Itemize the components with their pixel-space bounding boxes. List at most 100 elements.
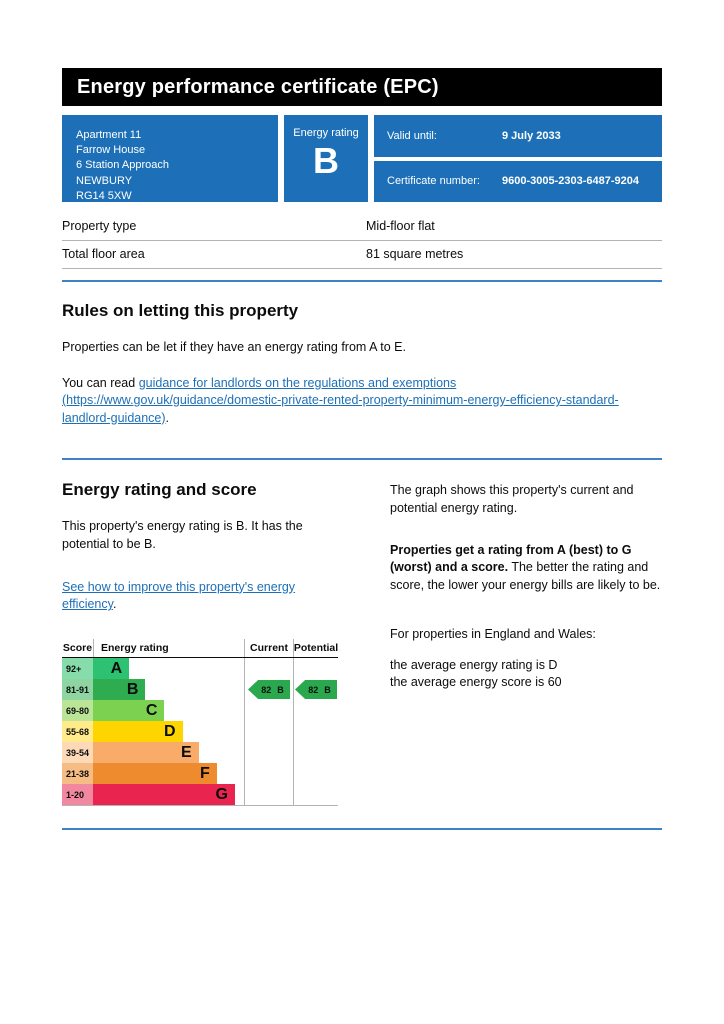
- potential-score-value: 82: [308, 684, 319, 695]
- table-row: Total floor area 81 square metres: [62, 241, 662, 269]
- epc-band-cell: G: [93, 784, 244, 805]
- landlord-guidance-link[interactable]: guidance for landlords on the regulation…: [62, 375, 619, 425]
- epc-chart: Score Energy rating Current Potential 92…: [62, 639, 338, 806]
- improve-paragraph: See how to improve this property's energ…: [62, 579, 345, 615]
- national-averages: the average energy rating is D the avera…: [390, 657, 662, 693]
- current-score-value: 82: [261, 684, 272, 695]
- epc-potential-cell: [293, 742, 338, 763]
- page-title: Energy performance certificate (EPC): [77, 75, 439, 98]
- valid-until-value: 9 July 2033: [502, 129, 561, 142]
- rating-explain-bold: Properties get a rating from A (best) to…: [390, 542, 632, 575]
- current-band-letter: B: [277, 684, 284, 695]
- rating-explain-rest: The better the rating and score, the low…: [390, 560, 661, 592]
- chart-header-potential: Potential: [293, 639, 338, 657]
- epc-score-range: 21-38: [62, 763, 93, 784]
- epc-score-range: 1-20: [62, 784, 93, 805]
- section-divider: [62, 458, 662, 460]
- improve-efficiency-link[interactable]: See how to improve this property's energ…: [62, 579, 296, 612]
- improve-suffix: .: [112, 597, 117, 612]
- epc-score-range: 92+: [62, 658, 93, 679]
- address-line-1: Apartment 11: [76, 129, 142, 141]
- epc-band-row-a: 92+ A: [62, 658, 338, 679]
- valid-until-row: Valid until: 9 July 2033: [374, 115, 662, 157]
- epc-current-cell: [244, 721, 293, 742]
- average-score-line: the average energy score is 60: [390, 675, 562, 690]
- energy-rating-letter: B: [313, 140, 339, 181]
- potential-rating-arrow: 82 B: [295, 680, 337, 699]
- energy-rating-label: Energy rating: [293, 127, 359, 139]
- rating-left-column: Energy rating and score This property's …: [62, 460, 345, 806]
- epc-band-cell: F: [93, 763, 244, 784]
- guidance-prefix: You can read: [62, 375, 139, 390]
- section-divider: [62, 828, 662, 830]
- epc-current-cell: [244, 742, 293, 763]
- chart-header-rating: Energy rating: [93, 639, 244, 657]
- rules-heading: Rules on letting this property: [62, 301, 299, 320]
- rating-summary-text: This property's energy rating is B. It h…: [62, 519, 303, 551]
- epc-potential-cell: [293, 763, 338, 784]
- floor-area-label: Total floor area: [62, 247, 145, 261]
- epc-current-cell: [244, 784, 293, 805]
- epc-band-row-e: 39-54 E: [62, 742, 338, 763]
- address-line-4: NEWBURY: [76, 174, 133, 187]
- epc-band-row-d: 55-68 D: [62, 721, 338, 742]
- certificate-number-row: Certificate number: 9600-3005-2303-6487-…: [374, 160, 662, 202]
- section-divider: [62, 280, 662, 282]
- epc-band-bar-a: A: [93, 658, 130, 679]
- epc-band-bar-f: F: [93, 763, 217, 784]
- epc-band-cell: C: [93, 700, 244, 721]
- epc-score-range: 55-68: [62, 721, 93, 742]
- epc-band-bar-e: E: [93, 742, 199, 763]
- epc-band-bar-d: D: [93, 721, 183, 742]
- address-line-3: 6 Station Approach: [76, 159, 169, 172]
- validity-box: Valid until: 9 July 2033 Certificate num…: [374, 115, 662, 202]
- epc-band-bar-b: B: [93, 679, 146, 700]
- table-row: Property type Mid-floor flat: [62, 213, 662, 241]
- epc-band-row-g: 1-20 G: [62, 784, 338, 805]
- england-wales-intro: For properties in England and Wales:: [390, 626, 596, 641]
- rules-section: Rules on letting this property Propertie…: [62, 301, 662, 427]
- valid-until-label: Valid until:: [387, 129, 437, 142]
- rating-explain-text: Properties get a rating from A (best) to…: [390, 542, 662, 595]
- epc-current-cell: 82 B: [244, 679, 293, 700]
- epc-band-cell: D: [93, 721, 244, 742]
- rating-right-column: The graph shows this property's current …: [390, 460, 662, 806]
- epc-chart-body: 92+ A 81-91 B 82 B 82 B 69-80 C 55-68 D 39-54 E 21-38 F…: [62, 658, 338, 805]
- current-rating-arrow: 82 B: [248, 680, 290, 699]
- property-facts-table: Property type Mid-floor flat Total floor…: [62, 213, 662, 269]
- title-banner: Energy performance certificate (EPC): [62, 68, 662, 106]
- address-line-2: Farrow House: [76, 144, 146, 157]
- rules-paragraph: Properties can be let if they have an en…: [62, 340, 406, 354]
- epc-potential-cell: [293, 658, 338, 679]
- certificate-number-label: Certificate number:: [387, 175, 480, 188]
- epc-potential-cell: 82 B: [293, 679, 338, 700]
- epc-potential-cell: [293, 721, 338, 742]
- epc-chart-header: Score Energy rating Current Potential: [62, 639, 338, 658]
- energy-rating-box: Energy rating B: [284, 115, 368, 202]
- property-type-label: Property type: [62, 219, 137, 233]
- average-rating-line: the average energy rating is D: [390, 657, 558, 672]
- epc-band-row-b: 81-91 B 82 B 82 B: [62, 679, 338, 700]
- epc-band-cell: A: [93, 658, 244, 679]
- guidance-paragraph: You can read guidance for landlords on t…: [62, 375, 662, 428]
- chart-header-current: Current: [244, 639, 293, 657]
- epc-band-cell: B: [93, 679, 244, 700]
- epc-score-range: 39-54: [62, 742, 93, 763]
- guidance-suffix: .: [165, 410, 170, 425]
- epc-current-cell: [244, 658, 293, 679]
- epc-current-cell: [244, 700, 293, 721]
- property-type-value: Mid-floor flat: [366, 219, 435, 233]
- chart-header-score: Score: [62, 642, 93, 654]
- epc-score-range: 69-80: [62, 700, 93, 721]
- property-address: Apartment 11 Farrow House 6 Station Appr…: [62, 115, 278, 202]
- epc-current-cell: [244, 763, 293, 784]
- epc-potential-cell: [293, 700, 338, 721]
- epc-score-range: 81-91: [62, 679, 93, 700]
- epc-band-cell: E: [93, 742, 244, 763]
- epc-band-bar-g: G: [93, 784, 235, 805]
- graph-intro-text: The graph shows this property's current …: [390, 483, 634, 515]
- floor-area-value: 81 square metres: [366, 247, 464, 261]
- epc-potential-cell: [293, 784, 338, 805]
- epc-band-bar-c: C: [93, 700, 165, 721]
- address-line-5: RG14 5XW: [76, 189, 132, 202]
